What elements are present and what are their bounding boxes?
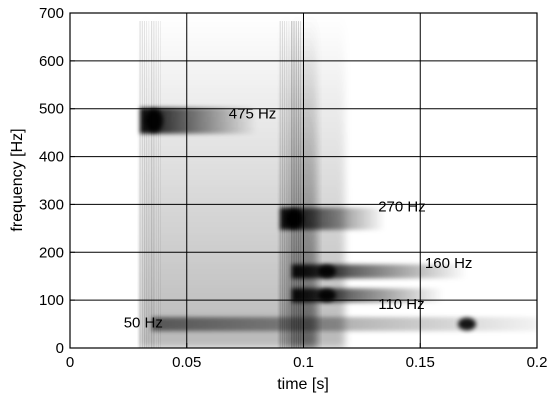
y-tick-label: 0 [56,340,64,357]
frequency-annotation: 50 Hz [124,314,163,331]
y-tick-label: 400 [39,149,64,166]
y-axis-label: frequency [Hz] [9,128,26,231]
x-tick-label: 0.15 [406,354,435,371]
x-tick-label: 0.2 [527,354,547,371]
y-tick-label: 100 [39,292,64,309]
y-tick-label: 700 [39,5,64,22]
y-tick-label: 200 [39,244,64,261]
frequency-annotation: 475 Hz [229,105,277,122]
y-tick-label: 600 [39,53,64,70]
heatmap-layer [139,13,537,348]
x-tick-label: 0 [66,354,74,371]
y-tick-label: 500 [39,101,64,118]
x-axis-label: time [s] [277,376,329,393]
x-tick-label: 0.1 [293,354,314,371]
frequency-annotation: 270 Hz [378,199,426,216]
annotations: 475 Hz 270 Hz 160 Hz 110 Hz 50 Hz [124,105,473,331]
axis-ticks: 0 0.05 0.1 0.15 0.2 0 100 200 300 400 500 600 700 [39,5,547,371]
grid-lines [70,13,537,348]
y-tick-label: 300 [39,196,64,213]
frequency-annotation: 160 Hz [425,255,473,272]
spectral-component [151,13,537,348]
x-tick-label: 0.05 [172,354,201,371]
frequency-annotation: 110 Hz [378,296,424,313]
